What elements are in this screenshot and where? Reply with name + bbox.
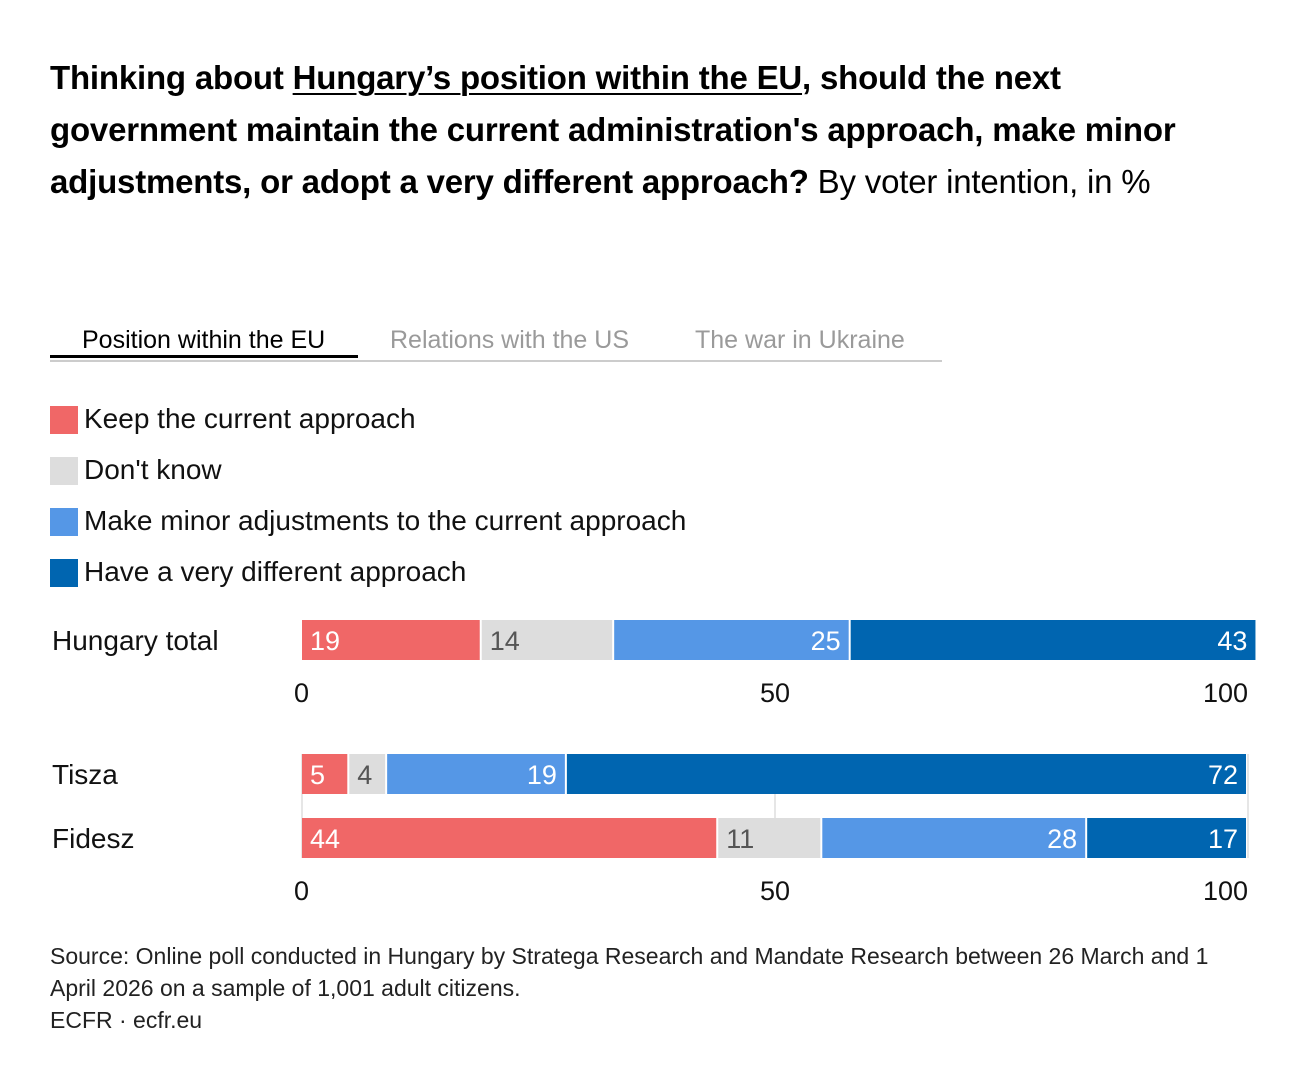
row-label-hungary-total: Hungary total	[52, 625, 219, 656]
bar-fidesz-don-t-know	[718, 818, 821, 858]
chart-subtitle: By voter intention, in %	[808, 163, 1151, 200]
data-label-tisza-make-minor-adjustments-to-the-current-approach: 19	[527, 760, 557, 790]
data-label-tisza-don-t-know: 4	[357, 760, 372, 790]
bar-fidesz-keep-the-current-approach	[302, 818, 717, 858]
tab-position-within-eu[interactable]: Position within the EU	[50, 322, 358, 358]
title-part-1: Thinking about	[50, 59, 293, 96]
bar-hungary-total-don-t-know	[481, 620, 613, 660]
title-underlined-topic: Hungary’s position within the EU	[292, 59, 803, 96]
row-label-fidesz: Fidesz	[52, 823, 134, 854]
bar-tisza-keep-the-current-approach	[302, 754, 348, 794]
x-tick-label-100: 100	[1203, 678, 1248, 708]
data-label-hungary-total-make-minor-adjustments-to-the-current-approach: 25	[811, 626, 841, 656]
data-label-tisza-keep-the-current-approach: 5	[310, 760, 325, 790]
stacked-bar-chart: Hungary total 19 14 25 43 0 50 100 Tisza 5 4 19 72 Fi…	[52, 620, 1256, 906]
bar-tisza-make-minor-adjustments-to-the-current-approach	[387, 754, 565, 794]
bar-hungary-total-have-a-very-different-approach	[850, 620, 1256, 660]
data-label-fidesz-don-t-know: 11	[726, 824, 754, 854]
source-text: Source: Online poll conducted in Hungary…	[50, 943, 1209, 1001]
x-tick-label-50: 50	[760, 678, 790, 708]
x-tick-label-0: 0	[294, 876, 309, 906]
data-label-hungary-total-keep-the-current-approach: 19	[310, 626, 340, 656]
bar-tisza-have-a-very-different-approach	[566, 754, 1246, 794]
source-note: Source: Online poll conducted in Hungary…	[50, 940, 1250, 1036]
data-label-fidesz-keep-the-current-approach: 44	[310, 824, 340, 854]
data-label-hungary-total-don-t-know: 14	[490, 626, 520, 656]
tab-war-in-ukraine[interactable]: The war in Ukraine	[695, 326, 905, 354]
bar-fidesz-have-a-very-different-approach	[1087, 818, 1246, 858]
legend-label-very-different: Have a very different approach	[84, 556, 467, 587]
bar-fidesz-make-minor-adjustments-to-the-current-approach	[822, 818, 1086, 858]
chart-title: Thinking about Hungary’s position within…	[50, 52, 1250, 208]
x-tick-label-50: 50	[760, 876, 790, 906]
x-tick-label-100: 100	[1203, 876, 1248, 906]
data-label-fidesz-make-minor-adjustments-to-the-current-approach: 28	[1047, 824, 1077, 854]
legend-swatch-dont-know	[50, 457, 78, 485]
data-label-hungary-total-have-a-very-different-approach: 43	[1217, 626, 1247, 656]
row-label-tisza: Tisza	[52, 759, 118, 790]
topic-tabs: Position within the EU Relations with th…	[50, 322, 942, 362]
legend-swatch-keep	[50, 406, 78, 434]
bar-hungary-total-keep-the-current-approach	[302, 620, 480, 660]
bar-tisza-don-t-know	[349, 754, 386, 794]
legend-label-dont-know: Don't know	[84, 454, 222, 485]
data-label-tisza-have-a-very-different-approach: 72	[1208, 760, 1238, 790]
x-tick-label-0: 0	[294, 678, 309, 708]
tab-relations-with-us[interactable]: Relations with the US	[390, 326, 630, 354]
legend-swatch-minor-adjustments	[50, 508, 78, 536]
legend-swatch-very-different	[50, 559, 78, 587]
legend-label-minor-adjustments: Make minor adjustments to the current ap…	[84, 505, 687, 536]
legend-label-keep: Keep the current approach	[84, 403, 416, 434]
title-part-2: , should the next government maintain th…	[50, 59, 1176, 200]
data-label-fidesz-have-a-very-different-approach: 17	[1208, 824, 1238, 854]
publisher-credit: ECFR · ecfr.eu	[50, 1007, 203, 1033]
bar-hungary-total-make-minor-adjustments-to-the-current-approach	[614, 620, 849, 660]
